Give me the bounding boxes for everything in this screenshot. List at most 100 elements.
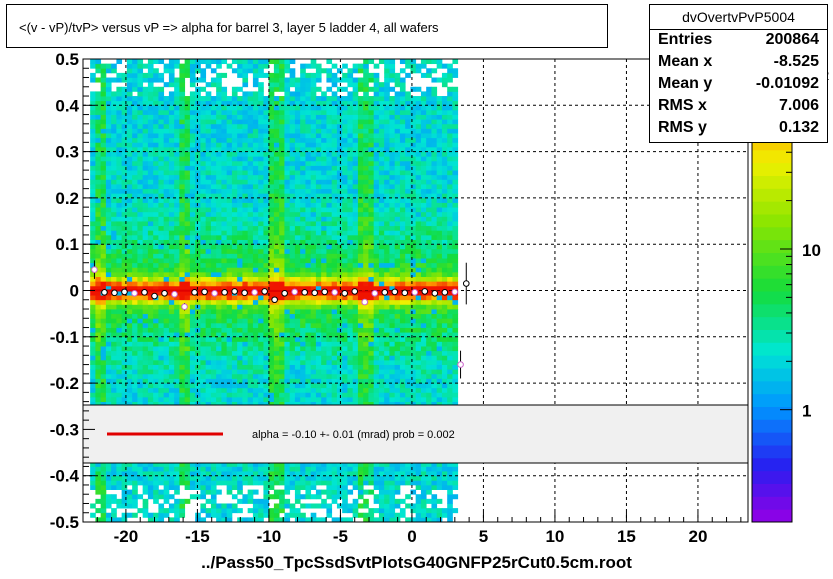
heatmap-cell bbox=[179, 211, 186, 217]
heatmap-cell bbox=[147, 211, 154, 217]
heatmap-cell bbox=[331, 96, 338, 102]
heatmap-cell bbox=[279, 133, 285, 139]
heatmap-cell bbox=[247, 174, 254, 180]
heatmap-cell bbox=[216, 96, 222, 102]
heatmap-cell bbox=[179, 234, 186, 240]
heatmap-cell bbox=[279, 281, 285, 287]
heatmap-cell bbox=[153, 123, 159, 129]
heatmap-cell bbox=[147, 383, 154, 389]
heatmap-cell bbox=[363, 461, 369, 467]
heatmap-cell bbox=[111, 267, 117, 273]
heatmap-cell bbox=[216, 373, 222, 379]
heatmap-cell bbox=[105, 244, 112, 250]
heatmap-cell bbox=[252, 179, 259, 185]
heatmap-cell bbox=[231, 202, 238, 208]
heatmap-cell bbox=[95, 466, 102, 472]
heatmap-cell bbox=[142, 77, 149, 83]
heatmap-cell bbox=[205, 151, 212, 157]
heatmap-cell bbox=[321, 396, 327, 403]
heatmap-cell bbox=[126, 258, 133, 264]
heatmap-cell bbox=[305, 299, 312, 305]
heatmap-cell bbox=[273, 387, 280, 393]
heatmap-cell bbox=[342, 309, 348, 315]
heatmap-cell bbox=[116, 313, 123, 319]
heatmap-cell bbox=[158, 133, 165, 139]
heatmap-cell bbox=[242, 216, 249, 222]
heatmap-cell bbox=[263, 105, 270, 111]
heatmap-cell bbox=[116, 387, 123, 393]
heatmap-cell bbox=[252, 355, 259, 361]
heatmap-cell bbox=[268, 165, 275, 171]
heatmap-cell bbox=[247, 276, 254, 282]
heatmap-cell bbox=[221, 480, 228, 486]
heatmap-cell bbox=[268, 327, 275, 333]
heatmap-cell bbox=[221, 304, 228, 310]
heatmap-cell bbox=[221, 188, 228, 194]
heatmap-cell bbox=[300, 174, 306, 180]
heatmap-cell bbox=[189, 100, 196, 106]
heatmap-cell bbox=[226, 137, 233, 143]
heatmap-cell bbox=[310, 142, 317, 148]
heatmap-cell bbox=[121, 471, 128, 477]
heatmap-cell bbox=[273, 230, 280, 236]
heatmap-cell bbox=[294, 239, 301, 245]
heatmap-cell bbox=[132, 146, 138, 152]
heatmap-cell bbox=[90, 322, 96, 328]
heatmap-cell bbox=[263, 498, 270, 504]
heatmap-cell bbox=[294, 327, 301, 333]
heatmap-cell bbox=[252, 392, 259, 398]
heatmap-cell bbox=[310, 461, 317, 467]
heatmap-cell bbox=[111, 318, 117, 324]
heatmap-cell bbox=[216, 137, 222, 143]
heatmap-cell bbox=[121, 253, 128, 259]
heatmap-cell bbox=[363, 318, 369, 324]
heatmap-cell bbox=[147, 151, 154, 157]
heatmap-cell bbox=[294, 114, 301, 120]
heatmap-cell bbox=[132, 299, 138, 305]
heatmap-cell bbox=[179, 466, 186, 472]
heatmap-cell bbox=[210, 230, 217, 236]
heatmap-cell bbox=[174, 77, 180, 83]
heatmap-cell bbox=[168, 401, 175, 407]
heatmap-cell bbox=[315, 396, 322, 403]
heatmap-cell bbox=[158, 239, 165, 245]
heatmap-cell bbox=[216, 244, 222, 250]
heatmap-cell bbox=[315, 211, 322, 217]
heatmap-cell bbox=[342, 72, 348, 78]
heatmap-cell bbox=[200, 258, 207, 264]
heatmap-cell bbox=[284, 369, 291, 375]
heatmap-cell bbox=[90, 72, 96, 78]
heatmap-cell bbox=[263, 156, 270, 162]
heatmap-cell bbox=[331, 373, 338, 379]
heatmap-cell bbox=[163, 350, 170, 356]
heatmap-cell bbox=[289, 188, 296, 194]
heatmap-cell bbox=[184, 318, 191, 324]
heatmap-cell bbox=[189, 174, 196, 180]
heatmap-cell bbox=[284, 322, 291, 328]
heatmap-cell bbox=[132, 179, 138, 185]
heatmap-cell bbox=[116, 503, 123, 509]
heatmap-cell bbox=[210, 202, 217, 208]
heatmap-cell bbox=[174, 156, 180, 162]
heatmap-cell bbox=[357, 285, 364, 291]
heatmap-cell bbox=[153, 77, 159, 83]
heatmap-cell bbox=[195, 77, 201, 83]
heatmap-cell bbox=[342, 327, 348, 333]
heatmap-cell bbox=[315, 146, 322, 152]
heatmap-cell bbox=[321, 234, 327, 240]
heatmap-cell bbox=[279, 267, 285, 273]
heatmap-cell bbox=[331, 378, 338, 384]
heatmap-cell bbox=[231, 387, 238, 393]
heatmap-cell bbox=[168, 72, 175, 78]
heatmap-cell bbox=[121, 383, 128, 389]
heatmap-cell bbox=[121, 170, 128, 176]
heatmap-cell bbox=[111, 105, 117, 111]
heatmap-cell bbox=[237, 322, 243, 328]
heatmap-cell bbox=[258, 401, 264, 407]
heatmap-cell bbox=[195, 378, 201, 384]
heatmap-cell bbox=[310, 267, 317, 273]
heatmap-cell bbox=[336, 489, 343, 495]
heatmap-cell bbox=[142, 262, 149, 268]
heatmap-cell bbox=[357, 364, 364, 370]
heatmap-cell bbox=[268, 378, 275, 384]
